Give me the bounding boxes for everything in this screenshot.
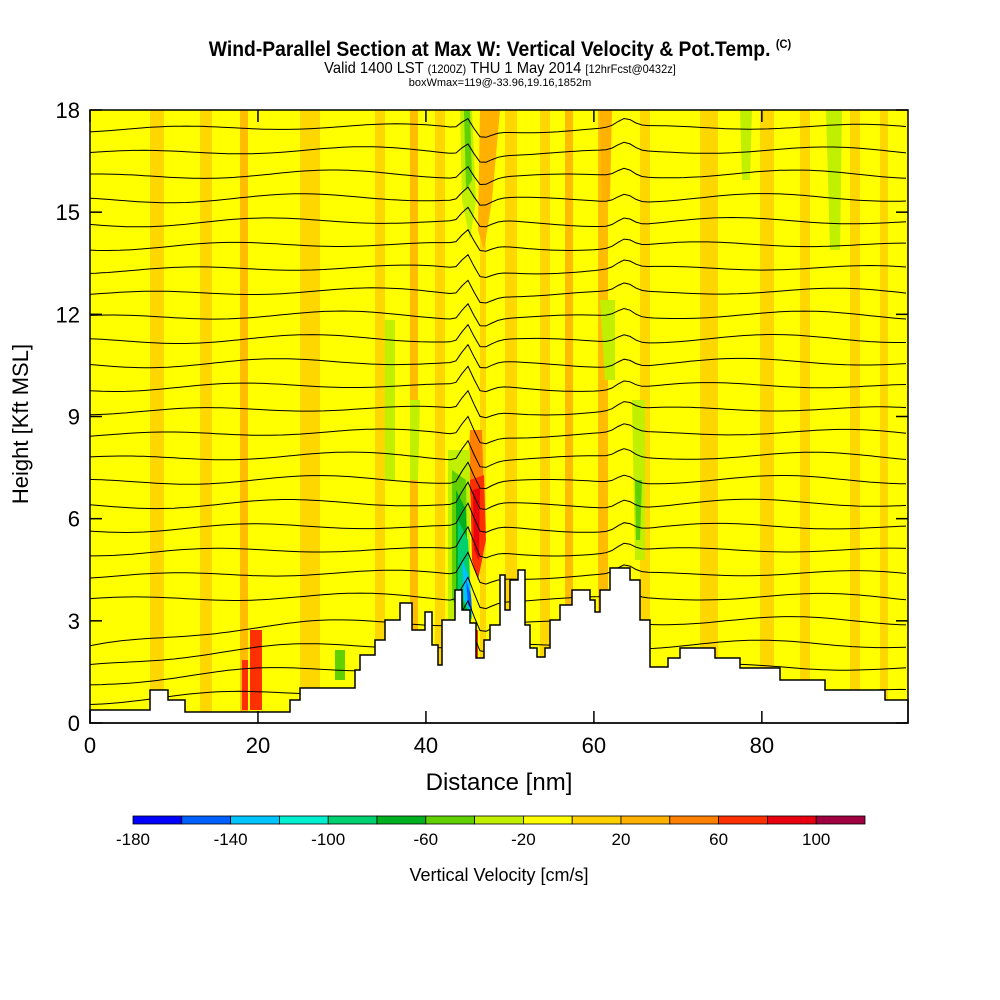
y-tick-label: 12 xyxy=(56,302,80,327)
colorbar-tick-label: 60 xyxy=(709,830,728,849)
colorbar-label: Vertical Velocity [cm/s] xyxy=(409,865,588,885)
updraft-band xyxy=(375,110,385,723)
isentrope-line xyxy=(90,302,907,327)
y-tick-label: 15 xyxy=(56,200,80,225)
isentrope-line xyxy=(90,228,906,252)
colorbar-swatch xyxy=(767,815,817,825)
updraft-band xyxy=(565,110,573,723)
isentrope-line xyxy=(90,279,907,304)
isentrope-line xyxy=(90,343,907,369)
isentrope-line xyxy=(90,461,907,490)
isentrope-line xyxy=(90,117,907,138)
box-wmax-info: boxWmax=119@-33.96,19.16,1852m xyxy=(408,77,592,89)
updraft-band xyxy=(480,110,486,723)
isentrope-line xyxy=(90,415,907,445)
velocity-contour-fill xyxy=(478,110,500,250)
colorbar-tick-label: -20 xyxy=(511,830,536,849)
y-tick-label: 9 xyxy=(68,405,80,430)
updraft-band xyxy=(880,110,888,723)
colorbar-swatch xyxy=(230,815,280,825)
isentrope-line xyxy=(90,481,907,510)
velocity-contour-fill xyxy=(600,110,612,200)
updraft-band xyxy=(435,110,445,723)
x-tick-label: 40 xyxy=(414,733,438,758)
x-tick-label: 0 xyxy=(84,733,96,758)
x-tick-label: 60 xyxy=(582,733,606,758)
updraft-band xyxy=(240,110,248,723)
colorbar-swatch xyxy=(327,815,378,825)
updraft-band xyxy=(540,110,550,723)
chart-subtitle: Valid 1400 LST (1200Z) THU 1 May 2014 [1… xyxy=(324,60,676,77)
velocity-contour-fill xyxy=(635,480,642,540)
colorbar-swatch xyxy=(132,815,183,825)
colorbar-swatch xyxy=(620,815,671,825)
y-axis-label: Height [Kft MSL] xyxy=(8,344,33,504)
chart-title: Wind-Parallel Section at Max W: Vertical… xyxy=(208,37,792,61)
isentrope-line xyxy=(90,439,907,468)
colorbar-swatch xyxy=(669,815,719,825)
x-tick-label: 80 xyxy=(750,733,774,758)
updraft-band xyxy=(598,110,608,723)
updraft-band xyxy=(200,110,212,723)
colorbar-tick-label: -60 xyxy=(414,830,439,849)
y-tick-label: 3 xyxy=(68,609,80,634)
updraft-band xyxy=(800,110,810,723)
colorbar-tick-label: -100 xyxy=(311,830,345,849)
isentrope-line xyxy=(90,502,907,534)
isentrope-line xyxy=(90,525,907,559)
colorbar-swatch xyxy=(376,815,427,825)
updraft-band xyxy=(700,110,718,723)
velocity-contour-fill xyxy=(740,110,752,180)
x-axis-label: Distance [nm] xyxy=(426,769,573,796)
isentrope-line xyxy=(90,576,907,610)
colorbar-swatch xyxy=(523,815,573,825)
colorbar-tick-label: 20 xyxy=(612,830,631,849)
colorbar-tick-label: -180 xyxy=(116,830,150,849)
colorbar-swatch xyxy=(474,815,524,825)
isentrope-line xyxy=(90,141,907,163)
updraft-band xyxy=(300,110,320,723)
y-tick-label: 6 xyxy=(68,507,80,532)
colorbar-swatch xyxy=(425,815,475,825)
colorbar-swatch xyxy=(278,815,329,825)
x-tick-label: 20 xyxy=(246,733,270,758)
colorbar-tick-label: -140 xyxy=(214,830,248,849)
velocity-contour-fill xyxy=(385,320,395,480)
isentrope-line xyxy=(90,253,907,279)
updraft-band xyxy=(505,110,517,723)
isentrope-line xyxy=(90,323,906,348)
colorbar: -180 -140 -100 -60 -20 20 60 100 xyxy=(116,815,866,849)
velocity-contour-fill xyxy=(466,580,472,610)
isentrope-line xyxy=(90,186,907,206)
velocity-contour-fill xyxy=(242,660,248,710)
velocity-contour-fill xyxy=(250,630,262,710)
colorbar-swatch xyxy=(571,815,622,825)
y-tick-label: 18 xyxy=(56,98,80,123)
isentrope-line xyxy=(90,165,907,186)
isentrope-line xyxy=(90,551,907,585)
velocity-field xyxy=(90,110,908,723)
colorbar-swatch xyxy=(181,815,232,825)
colorbar-tick-label: 100 xyxy=(802,830,830,849)
isentrope-line xyxy=(90,389,907,419)
terrain xyxy=(89,567,909,724)
velocity-contour-fill xyxy=(826,110,842,250)
velocity-contour-fill xyxy=(410,400,420,480)
colorbar-swatch xyxy=(718,815,768,825)
updraft-band xyxy=(760,110,774,723)
colorbar-swatch xyxy=(815,815,866,825)
velocity-contour-fill xyxy=(335,650,345,680)
y-tick-label: 0 xyxy=(68,711,80,736)
isentrope-line xyxy=(90,206,907,228)
updraft-band xyxy=(150,110,164,723)
updraft-band xyxy=(850,110,860,723)
velocity-contour-fill xyxy=(600,300,615,380)
isentrope-line xyxy=(90,365,907,393)
